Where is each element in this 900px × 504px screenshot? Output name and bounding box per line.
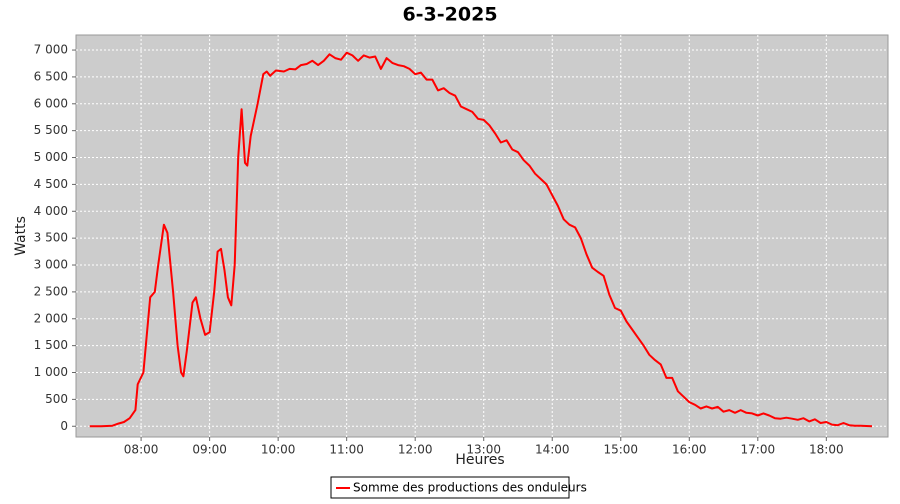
x-tick-label: 15:00 (603, 443, 638, 457)
x-tick-label: 12:00 (398, 443, 433, 457)
x-tick-label: 17:00 (741, 443, 776, 457)
y-tick-label: 2 500 (34, 284, 68, 298)
x-tick-label: 11:00 (329, 443, 364, 457)
y-tick-label: 4 500 (34, 177, 68, 191)
y-tick-label: 500 (45, 392, 68, 406)
plot-area (75, 34, 889, 438)
y-tick-label: 1 000 (34, 365, 68, 379)
x-tick-label: 10:00 (261, 443, 296, 457)
legend-label: Somme des productions des onduleurs (353, 481, 587, 495)
y-tick-label: 3 000 (34, 258, 68, 272)
x-tick-label: 16:00 (672, 443, 707, 457)
x-tick-label: 18:00 (809, 443, 844, 457)
y-tick-label: 1 500 (34, 338, 68, 352)
y-tick-label: 2 000 (34, 311, 68, 325)
x-tick-label: 09:00 (192, 443, 227, 457)
x-axis-label: Heures (455, 452, 504, 468)
y-tick-label: 7 000 (34, 43, 68, 57)
x-tick-label: 08:00 (124, 443, 159, 457)
legend-box (330, 476, 570, 499)
x-tick-label: 14:00 (535, 443, 570, 457)
y-tick-label: 4 000 (34, 204, 68, 218)
y-tick-label: 6 500 (34, 69, 68, 83)
y-tick-label: 3 500 (34, 231, 68, 245)
y-tick-label: 0 (60, 419, 68, 433)
chart-title: 6-3-2025 (402, 4, 497, 26)
x-tick-label: 13:00 (466, 443, 501, 457)
line (89, 51, 873, 428)
y-tick-label: 5 500 (34, 123, 68, 137)
y-tick-label: 5 000 (34, 150, 68, 164)
y-axis-label: Watts (13, 216, 29, 256)
y-tick-label: 6 000 (34, 96, 68, 110)
